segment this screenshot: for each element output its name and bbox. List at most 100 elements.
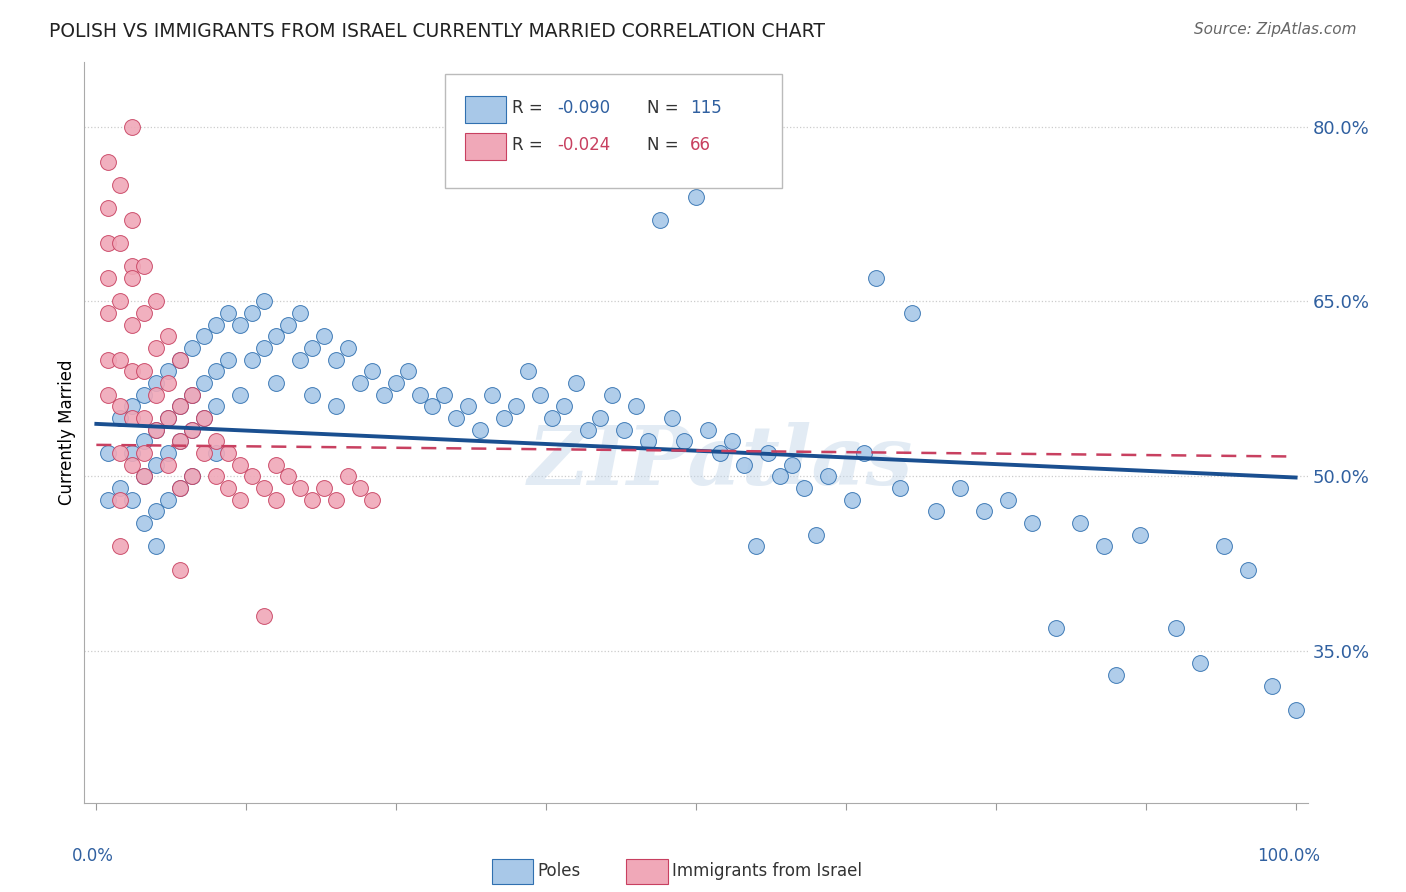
Point <box>253 341 276 355</box>
Point <box>97 446 120 460</box>
Point <box>240 306 263 320</box>
Point <box>169 400 191 414</box>
Point <box>409 388 432 402</box>
Point <box>229 388 252 402</box>
Point <box>229 318 252 332</box>
Point <box>181 469 204 483</box>
Point <box>110 539 132 553</box>
Y-axis label: Currently Married: Currently Married <box>58 359 76 506</box>
Point <box>745 539 768 553</box>
Point <box>169 352 191 367</box>
Point <box>134 516 156 530</box>
Point <box>181 469 204 483</box>
Point <box>97 352 120 367</box>
Point <box>145 423 167 437</box>
Point <box>110 178 132 192</box>
Point <box>468 423 491 437</box>
Point <box>769 469 792 483</box>
Point <box>1212 539 1234 553</box>
Point <box>217 481 239 495</box>
Point <box>733 458 755 472</box>
Point <box>1069 516 1091 530</box>
Text: 115: 115 <box>690 99 721 118</box>
Point <box>240 469 263 483</box>
Point <box>1045 621 1067 635</box>
Point <box>648 212 671 227</box>
Point <box>973 504 995 518</box>
Point <box>110 446 132 460</box>
Point <box>264 376 287 390</box>
Point <box>181 341 204 355</box>
Point <box>1284 702 1306 716</box>
Point <box>264 329 287 343</box>
Point <box>373 388 395 402</box>
Point <box>624 400 647 414</box>
Point <box>97 388 120 402</box>
Point <box>420 400 443 414</box>
Text: N =: N = <box>647 99 683 118</box>
Point <box>145 341 167 355</box>
Point <box>205 364 228 378</box>
Point <box>721 434 744 449</box>
Point <box>337 469 360 483</box>
Point <box>121 271 143 285</box>
Point <box>349 376 371 390</box>
Point <box>110 294 132 309</box>
Point <box>169 563 191 577</box>
Point <box>134 306 156 320</box>
Point <box>301 388 323 402</box>
Point <box>756 446 779 460</box>
Point <box>110 400 132 414</box>
Point <box>229 458 252 472</box>
Point <box>253 294 276 309</box>
Point <box>181 388 204 402</box>
Point <box>134 260 156 274</box>
Point <box>157 492 180 507</box>
Point <box>121 364 143 378</box>
Point <box>97 271 120 285</box>
Point <box>1092 539 1115 553</box>
Point <box>121 492 143 507</box>
Point <box>193 446 215 460</box>
Point <box>110 236 132 251</box>
Point <box>205 400 228 414</box>
Point <box>97 492 120 507</box>
Point <box>1021 516 1043 530</box>
Point <box>193 329 215 343</box>
Point <box>277 318 299 332</box>
Point <box>157 411 180 425</box>
Point <box>804 527 827 541</box>
Text: R =: R = <box>513 99 548 118</box>
Point <box>780 458 803 472</box>
Point <box>661 411 683 425</box>
Point <box>264 458 287 472</box>
Point <box>889 481 911 495</box>
Point <box>134 446 156 460</box>
Point <box>396 364 419 378</box>
Point <box>444 411 467 425</box>
Point <box>553 400 575 414</box>
Text: -0.090: -0.090 <box>558 99 610 118</box>
Point <box>1164 621 1187 635</box>
Point <box>1260 679 1282 693</box>
Point <box>134 364 156 378</box>
Point <box>901 306 924 320</box>
Point <box>121 411 143 425</box>
Point <box>134 469 156 483</box>
Point <box>121 120 143 134</box>
Point <box>529 388 551 402</box>
Point <box>565 376 588 390</box>
Point <box>925 504 948 518</box>
Point <box>134 388 156 402</box>
Point <box>852 446 875 460</box>
Point <box>290 352 312 367</box>
Point <box>169 481 191 495</box>
Text: 66: 66 <box>690 136 711 154</box>
Point <box>253 481 276 495</box>
Point <box>157 364 180 378</box>
Point <box>134 434 156 449</box>
FancyBboxPatch shape <box>446 73 782 188</box>
Text: Immigrants from Israel: Immigrants from Israel <box>672 862 862 880</box>
Point <box>457 400 479 414</box>
Point <box>325 352 347 367</box>
